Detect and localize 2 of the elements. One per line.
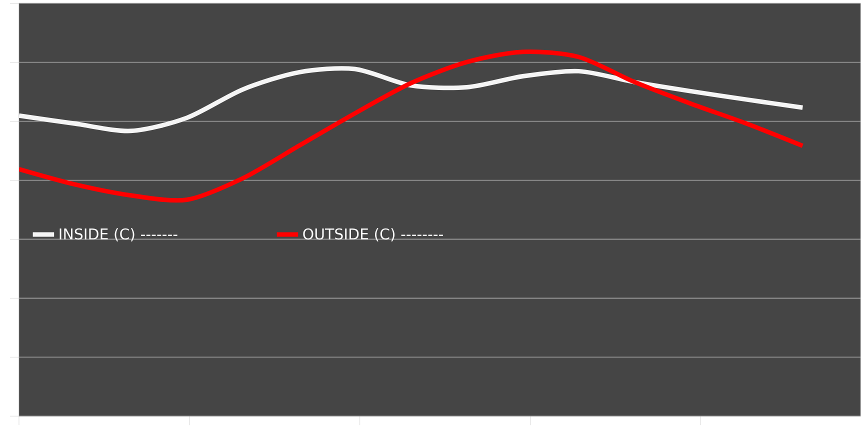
legend-label: INSIDE (C) ------- <box>60 228 178 242</box>
legend-label: OUTSIDE (C) -------- <box>303 228 443 242</box>
